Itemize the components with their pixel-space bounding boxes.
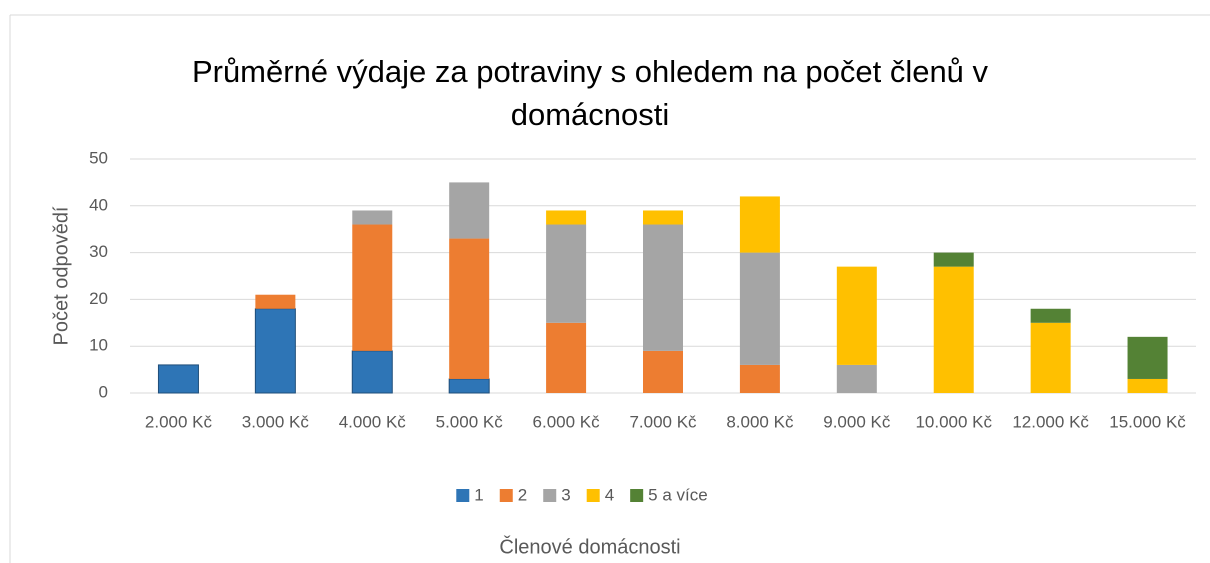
legend-swatch — [543, 489, 557, 502]
legend-label: 4 — [605, 485, 614, 504]
bar-segment — [933, 252, 974, 267]
x-tick-label: 4.000 Kč — [339, 412, 407, 431]
bar-segment — [643, 224, 683, 351]
y-tick-label: 10 — [89, 336, 108, 355]
bar-segment — [643, 210, 683, 225]
bar-segment — [836, 364, 877, 393]
bar-segment — [546, 322, 587, 393]
y-tick-label: 40 — [89, 195, 108, 214]
y-tick-label: 30 — [89, 242, 108, 261]
bar-segment — [739, 364, 780, 393]
bar-segment — [739, 196, 780, 253]
bar-segment — [739, 252, 780, 365]
bar-segment — [1127, 378, 1168, 393]
x-tick-label: 7.000 Kč — [629, 412, 697, 431]
x-tick-label: 2.000 Kč — [145, 412, 213, 431]
bar-segment — [448, 378, 490, 394]
bar-segment — [1030, 308, 1071, 323]
bar-segment — [1127, 336, 1168, 379]
bar-segment — [351, 350, 393, 394]
y-tick-label: 0 — [99, 382, 108, 401]
x-tick-label: 10.000 Kč — [915, 412, 992, 431]
legend-label: 2 — [518, 485, 527, 504]
x-tick-label: 6.000 Kč — [533, 412, 601, 431]
x-tick-label: 12.000 Kč — [1012, 412, 1089, 431]
bar-segment — [449, 182, 490, 239]
bar-segment — [449, 238, 490, 379]
bar-segment — [546, 210, 587, 225]
x-axis-title: Členové domácnosti — [499, 535, 680, 558]
legend-swatch — [630, 489, 644, 502]
legend-swatch — [586, 489, 600, 502]
chart-title: Průměrné výdaje za potraviny s ohledem n… — [191, 54, 989, 132]
x-tick-label: 15.000 Kč — [1109, 412, 1186, 431]
bar-segment — [352, 224, 393, 351]
bar-segment — [546, 224, 587, 323]
bar-segment — [352, 210, 393, 225]
y-axis-title: Počet odpovědí — [50, 206, 72, 345]
bar-segment — [933, 266, 974, 393]
x-tick-label: 3.000 Kč — [242, 412, 310, 431]
legend-label: 1 — [474, 485, 483, 504]
legend-swatch — [456, 489, 470, 502]
legend-label: 3 — [561, 485, 570, 504]
y-tick-label: 20 — [89, 289, 108, 308]
bar-segment — [836, 266, 877, 365]
legend-swatch — [499, 489, 513, 502]
x-tick-label: 5.000 Kč — [436, 412, 504, 431]
bar-segment — [254, 308, 296, 394]
x-tick-label: 9.000 Kč — [823, 412, 891, 431]
bar-segment — [157, 364, 199, 394]
x-tick-label: 8.000 Kč — [726, 412, 794, 431]
bar-segment — [643, 350, 683, 393]
bar-segment — [1030, 322, 1071, 393]
y-tick-label: 50 — [89, 148, 108, 167]
legend-label: 5 a více — [648, 485, 708, 504]
bar-segment — [255, 294, 296, 309]
